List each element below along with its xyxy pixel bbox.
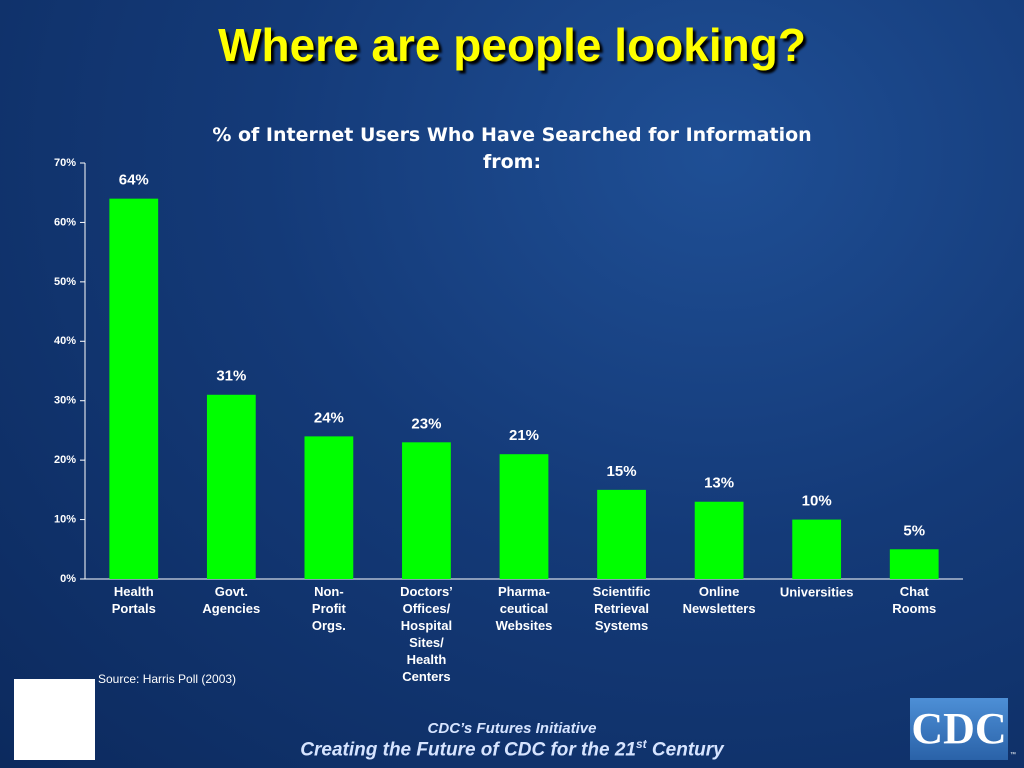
logo: CDC (910, 698, 1008, 760)
value-label: 10% (802, 493, 832, 510)
source: Source: Harris Poll (2003) (98, 672, 237, 686)
y-tick-label: 30% (54, 395, 76, 407)
y-tick-label: 20% (54, 454, 76, 466)
footer-text: Century (646, 739, 724, 761)
x-tick-label: Chat Rooms (892, 584, 936, 616)
value-label: 15% (607, 463, 637, 480)
footer-text: Creating the Future of CDC for the 21 (300, 739, 636, 761)
x-tick-label: Scientific Retrieval Systems (593, 584, 651, 633)
y-tick-label: 10% (54, 513, 76, 525)
value-label: 64% (119, 172, 149, 189)
footer-line: CDC’s Futures Initiative (427, 720, 597, 737)
value-label: 5% (903, 522, 925, 539)
bar (597, 489, 646, 579)
bar (109, 198, 159, 579)
value-label: 13% (704, 475, 734, 492)
chart: 0% 10% 20% 30% 40% 50% 60% 70% Health Portals 64% G… (54, 157, 939, 684)
chart-title: % of Internet Users Who Have Searched fo… (212, 124, 812, 173)
x-tick-label: Doctors’ Offices/Hospital Sites/Health Cent… (400, 584, 453, 684)
bar (402, 442, 451, 579)
logo-mark: ™ (1010, 752, 1016, 758)
x-tick-label: Online Newsletters (683, 584, 756, 616)
x-tick-label: Govt. Agencies (202, 584, 260, 616)
value-label: 23% (411, 415, 441, 432)
value-label: 31% (216, 368, 246, 385)
bar (304, 436, 354, 579)
footer-line: Creating the Future of CDC for the 21st … (0, 737, 1024, 761)
bar (889, 549, 939, 579)
x-tick-label: Health Portals (112, 584, 156, 616)
y-tick-label: 60% (54, 216, 76, 228)
bar (499, 454, 549, 579)
x-tick-label: Non-Profit Orgs. (312, 584, 347, 633)
bar (206, 394, 256, 579)
x-tick-label: Pharma-ceutical Websites (496, 584, 553, 633)
y-tick-label: 50% (54, 276, 76, 288)
white-box (14, 679, 95, 760)
bar (792, 519, 842, 579)
footer-superscript: st (635, 737, 647, 751)
value-label: 24% (314, 409, 344, 426)
y-tick-label: 70% (54, 157, 76, 169)
bar (694, 501, 744, 579)
x-tick-label: Universities (780, 584, 854, 599)
y-tick-label: 0% (60, 573, 76, 585)
value-label: 21% (509, 427, 539, 444)
y-tick-label: 40% (54, 335, 76, 347)
slide-title: Where are people looking? (218, 19, 806, 71)
